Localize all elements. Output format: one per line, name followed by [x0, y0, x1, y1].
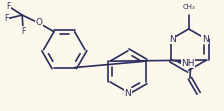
Text: F: F: [4, 14, 9, 23]
Text: N: N: [169, 35, 176, 44]
Text: CH₃: CH₃: [182, 4, 195, 10]
Text: O: O: [35, 19, 42, 28]
Text: F: F: [6, 2, 11, 11]
Text: F: F: [22, 27, 26, 36]
Text: N: N: [202, 35, 208, 44]
Text: NH: NH: [181, 59, 195, 68]
Text: N: N: [125, 89, 131, 98]
